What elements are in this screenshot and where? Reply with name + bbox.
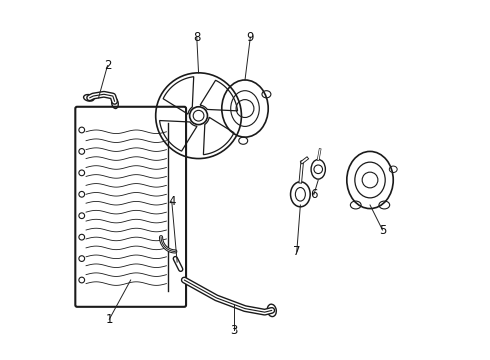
Text: 7: 7 xyxy=(293,245,300,258)
Text: 3: 3 xyxy=(231,324,238,337)
Text: 2: 2 xyxy=(104,59,111,72)
Text: 9: 9 xyxy=(246,31,254,44)
Text: 6: 6 xyxy=(310,188,318,201)
Text: 5: 5 xyxy=(379,224,386,237)
Text: 4: 4 xyxy=(168,195,175,208)
Text: 8: 8 xyxy=(193,31,200,44)
Text: 1: 1 xyxy=(105,313,113,326)
